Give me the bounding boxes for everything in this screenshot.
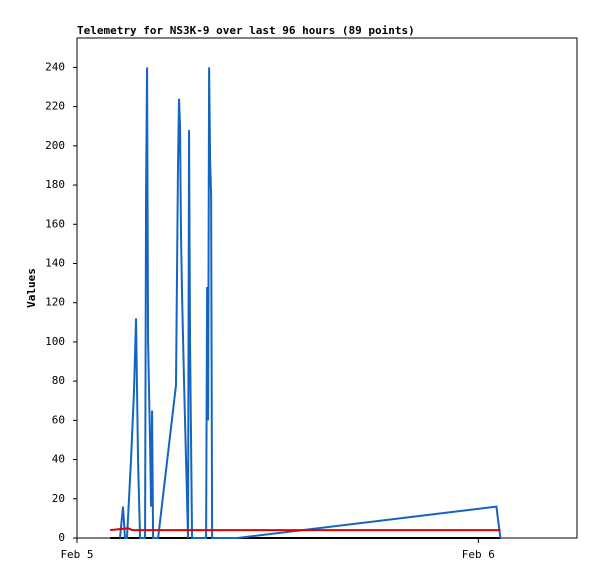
- chart-title: Telemetry for NS3K-9 over last 96 hours …: [77, 24, 415, 37]
- y-tick-label: 80: [52, 374, 65, 387]
- y-tick-label: 220: [45, 100, 65, 113]
- x-tick-label: Feb 5: [60, 548, 93, 561]
- y-tick-label: 120: [45, 296, 65, 309]
- y-tick-label: 40: [52, 453, 65, 466]
- data-line: [118, 67, 502, 539]
- y-tick-label: 60: [52, 413, 65, 426]
- y-tick-label: 240: [45, 60, 65, 73]
- y-tick-label: 0: [58, 531, 65, 544]
- y-tick-label: 20: [52, 492, 65, 505]
- x-tick-label: Feb 6: [462, 548, 495, 561]
- y-tick-label: 200: [45, 139, 65, 152]
- y-tick-label: 180: [45, 178, 65, 191]
- y-tick-label: 160: [45, 217, 65, 230]
- y-axis-label: Values: [25, 268, 38, 308]
- y-tick-label: 100: [45, 335, 65, 348]
- data-line: [110, 527, 501, 532]
- y-tick-label: 140: [45, 256, 65, 269]
